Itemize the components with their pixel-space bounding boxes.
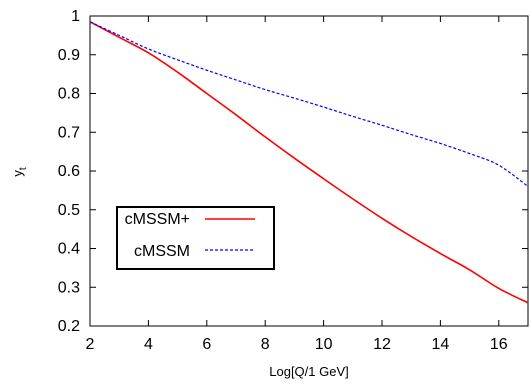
y-tick-label: 0.3 (58, 279, 80, 296)
y-axis-label-main: y (10, 170, 25, 177)
plot-frame (89, 15, 529, 327)
y-tick-label: 0.4 (58, 241, 80, 258)
legend: cMSSM+ cMSSM (116, 206, 275, 270)
series-layer (89, 21, 529, 304)
legend-box (116, 206, 275, 270)
x-tick-label: 14 (432, 336, 450, 353)
y-tick-label: 0.8 (58, 86, 80, 103)
x-tick-label: 16 (490, 336, 508, 353)
y-tick-label: 0.7 (58, 124, 80, 141)
x-tick-label: 10 (315, 336, 333, 353)
y-tick-label: 0.6 (58, 163, 80, 180)
x-axis-label: Log[Q/1 GeV] (269, 364, 349, 379)
legend-label-cmssm-plus: cMSSM+ (125, 211, 190, 228)
series-line-cmssm (89, 21, 529, 187)
x-tick-label: 6 (202, 336, 211, 353)
legend-label-cmssm: cMSSM (134, 243, 190, 260)
x-tick-label: 8 (261, 336, 270, 353)
y-tick-label: 0.2 (58, 318, 80, 335)
y-tick-labels: 0.2 0.3 0.4 0.5 0.6 0.7 0.8 0.9 1 (58, 8, 80, 335)
x-tick-labels: 2 4 6 8 10 12 14 16 (86, 336, 508, 353)
x-tick-label: 4 (144, 336, 153, 353)
tick-marks (89, 15, 528, 327)
y-axis-label: yt (10, 167, 29, 177)
x-tick-label: 2 (86, 336, 95, 353)
y-tick-label: 1 (71, 8, 80, 25)
y-axis-label-subscript: t (18, 167, 29, 170)
series-line-cmssm-plus (89, 21, 529, 304)
y-tick-label: 0.9 (58, 47, 80, 64)
y-tick-label: 0.5 (58, 202, 80, 219)
x-tick-label: 12 (373, 336, 391, 353)
